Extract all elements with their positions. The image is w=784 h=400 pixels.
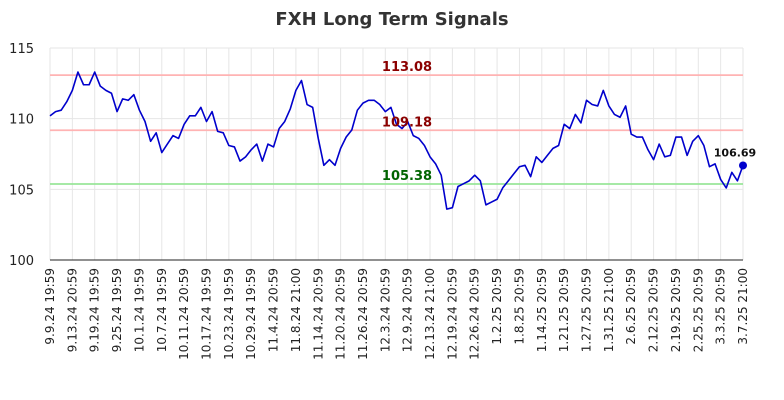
x-tick-label: 2.19.25 20:59 <box>669 268 683 352</box>
x-tick-label: 3.3.25 20:59 <box>714 268 728 345</box>
labels-layer: 113.08 109.18 105.38 106.69 <box>382 60 756 184</box>
reference-line-label: 113.08 <box>382 60 432 75</box>
x-tick-label: 12.9.24 20:59 <box>401 268 415 352</box>
x-tick-label: 11.14.24 20:59 <box>311 268 325 360</box>
x-tick-label: 3.7.25 21:00 <box>736 268 750 345</box>
x-tick-label: 1.21.25 20:59 <box>557 268 571 352</box>
x-tick-label: 10.11.24 20:59 <box>177 268 191 360</box>
last-point-marker <box>739 161 747 170</box>
x-tick-label: 2.6.25 20:59 <box>624 268 638 345</box>
x-tick-label: 11.4.24 20:59 <box>267 268 281 352</box>
x-tick-label: 12.26.24 20:59 <box>468 268 482 360</box>
x-tick-label: 10.7.24 19:59 <box>155 268 169 352</box>
y-tick-label: 105 <box>9 183 34 198</box>
y-tick-label: 100 <box>9 254 34 269</box>
x-tick-label: 2.12.25 20:59 <box>647 268 661 352</box>
x-tick-label: 11.20.24 20:59 <box>334 268 348 360</box>
chart-title: FXH Long Term Signals <box>275 9 508 30</box>
x-tick-label: 9.19.24 19:59 <box>88 268 102 352</box>
x-tick-label: 1.27.25 20:59 <box>580 268 594 352</box>
axes: 9.9.24 19:59 9.13.24 20:59 9.19.24 19:59 9.… <box>9 42 750 360</box>
x-tick-label: 1.14.25 20:59 <box>535 268 549 352</box>
y-tick-label: 115 <box>9 42 34 57</box>
x-tick-label: 11.26.24 20:59 <box>356 268 370 360</box>
x-tick-label: 2.25.25 20:59 <box>691 268 705 352</box>
x-tick-label: 10.29.24 19:59 <box>244 268 258 360</box>
x-tick-label: 12.3.24 20:59 <box>378 268 392 352</box>
x-tick-label: 1.8.25 20:59 <box>512 268 526 345</box>
x-tick-label: 10.17.24 19:59 <box>199 268 213 360</box>
price-series-line <box>49 71 744 210</box>
x-tick-label: 9.25.24 19:59 <box>110 268 124 352</box>
x-tick-label: 10.23.24 19:59 <box>222 268 236 360</box>
x-tick-label: 9.9.24 19:59 <box>43 268 57 345</box>
x-tick-label: 9.13.24 20:59 <box>65 268 79 352</box>
grid-layer <box>49 47 744 261</box>
reference-line-label: 109.18 <box>382 115 432 130</box>
x-tick-label: 12.19.24 20:59 <box>445 268 459 360</box>
series-layer <box>49 71 747 210</box>
x-tick-label: 1.31.25 21:00 <box>602 268 616 352</box>
last-point-label: 106.69 <box>714 146 756 159</box>
y-tick-label: 110 <box>9 113 34 128</box>
x-tick-label: 1.2.25 20:59 <box>490 268 504 345</box>
x-tick-label: 10.1.24 19:59 <box>132 268 146 352</box>
reference-line-label: 105.38 <box>382 169 432 184</box>
x-tick-label: 12.13.24 21:00 <box>423 268 437 360</box>
x-tick-label: 11.8.24 21:00 <box>289 268 303 352</box>
reference-lines <box>50 74 743 185</box>
